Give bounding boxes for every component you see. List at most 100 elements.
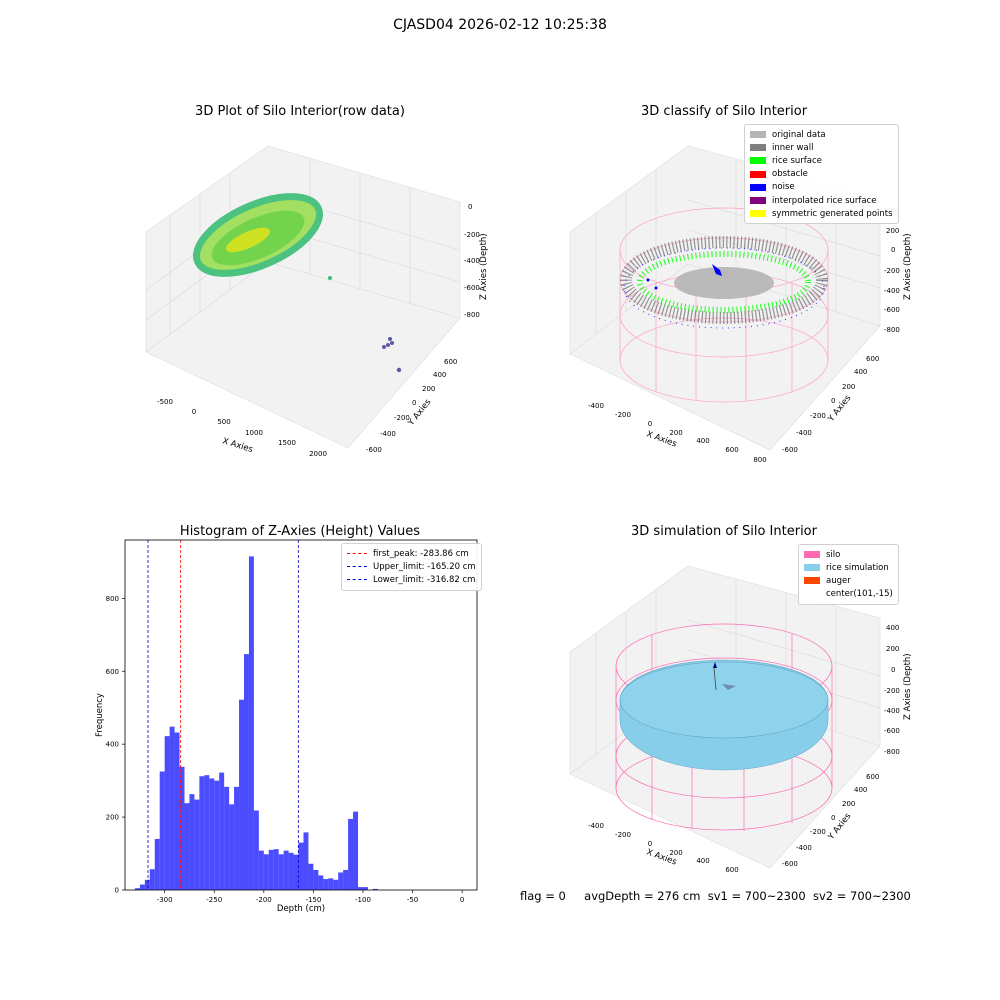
histogram-bar: [298, 842, 304, 890]
histogram-bar: [194, 799, 200, 890]
tick-label: 400: [854, 368, 867, 376]
tick-label: 200: [422, 385, 435, 393]
legend-entry: obstacle: [750, 168, 893, 181]
legend-label: Upper_limit: -165.20 cm: [373, 561, 476, 572]
legend-swatch: [804, 564, 820, 572]
histogram-bar: [258, 850, 264, 890]
tick-label: 600: [444, 358, 457, 366]
tick-label: 0: [412, 399, 416, 407]
tick-label: -400: [884, 287, 900, 295]
tick-label: 0: [192, 408, 196, 416]
plot-frame: [124, 539, 478, 891]
tick-label: -400: [380, 430, 396, 438]
tick-label: -200: [884, 687, 900, 695]
z-axis-label: Z Axies (Depth): [903, 653, 913, 720]
histogram-bar: [139, 884, 145, 890]
y-tick-labels: -600 -400 -200 0 200 400 600: [782, 355, 879, 454]
histogram-bar: [358, 887, 363, 890]
legend-entry: Lower_limit: -316.82 cm: [347, 573, 476, 586]
tick-label: -400: [884, 707, 900, 715]
figure-title: CJASD04 2026-02-12 10:25:38: [393, 17, 607, 33]
tick-label: -400: [796, 844, 812, 852]
z-axis-label: Z Axies (Depth): [903, 233, 913, 300]
x-tick-labels: -400 -200 0 200 400 600: [588, 822, 739, 874]
classify-legend: original data inner wall rice surface obsta…: [744, 124, 899, 225]
histogram-bar: [134, 888, 140, 890]
avg-depth-text: avgDepth = 276 cm: [584, 889, 701, 903]
tick-label: 400: [854, 786, 867, 794]
histogram-bar: [253, 810, 259, 890]
panel3-title: 3D simulation of Silo Interior: [631, 524, 817, 539]
histogram-bar: [293, 854, 299, 890]
tick-label: 600: [866, 773, 879, 781]
y-axis-label: Y Axies: [406, 397, 434, 429]
tick-label: 200: [669, 849, 682, 857]
legend-entry: interpolated rice surface: [750, 194, 893, 207]
legend-label: noise: [772, 182, 795, 193]
legend-swatch: [750, 170, 766, 178]
tick-label: -800: [884, 326, 900, 334]
histogram-bar: [323, 879, 329, 890]
tick-label: 400: [886, 624, 899, 632]
point-cloud: [192, 193, 402, 373]
histogram-title: Histogram of Z-Axies (Height) Values: [179, 524, 421, 539]
histogram-bar: [219, 772, 225, 890]
histogram-bar: [303, 832, 309, 890]
histogram-bar: [174, 732, 180, 890]
legend-entry: auger: [804, 574, 893, 587]
legend-label: Lower_limit: -316.82 cm: [373, 574, 476, 585]
tick-label: -400: [588, 822, 604, 830]
tick-label: 0: [891, 246, 895, 254]
auger: [713, 662, 736, 691]
x-axis-label: X Axies: [221, 436, 254, 455]
tick-label: -600: [884, 727, 900, 735]
axis-panes: [145, 145, 461, 449]
sv2-text: sv2 = 700~2300: [812, 889, 911, 903]
tick-label: -800: [464, 311, 480, 319]
legend-entry: noise: [750, 181, 893, 194]
flag-text: flag = 0: [520, 889, 566, 903]
x-tick-label: -150: [305, 896, 321, 904]
tick-label: -600: [366, 446, 382, 454]
legend-label: inner wall: [772, 142, 814, 153]
tick-label: -600: [782, 860, 798, 868]
legend-swatch: [750, 144, 766, 152]
histogram-bar: [199, 776, 205, 890]
legend-entry: first_peak: -283.86 cm: [347, 547, 476, 560]
tick-label: -200: [394, 414, 410, 422]
histogram-bar: [278, 854, 284, 890]
tick-label: 0: [468, 203, 472, 211]
histogram-bar: [169, 726, 175, 890]
histogram-bar: [313, 869, 319, 890]
histogram-bar: [348, 818, 354, 890]
tick-label: 1000: [245, 429, 263, 437]
histogram-chart: -300 -250 -200 -150 -100 -50 0 0 200 400 600 800 D…: [95, 539, 478, 914]
legend-label: first_peak: -283.86 cm: [373, 548, 469, 559]
legend-swatch: [347, 553, 367, 555]
histogram-bar: [164, 736, 170, 890]
x-tick-labels: -400 -200 0 200 400 600 800: [588, 402, 767, 464]
y-tick-label: 400: [106, 741, 119, 749]
legend-label: rice simulation: [826, 562, 889, 573]
histogram-bar: [229, 804, 235, 890]
z-tick-labels: 400 200 0 -200 -400 -600 -800: [884, 207, 900, 334]
tick-label: -200: [810, 412, 826, 420]
histogram-bar: [328, 878, 334, 890]
histogram-bar: [239, 699, 244, 890]
y-tick-label: 600: [106, 668, 119, 676]
tick-label: 600: [725, 866, 738, 874]
tick-label: 400: [696, 857, 709, 865]
tick-label: 800: [753, 456, 766, 464]
histogram-bar: [189, 794, 195, 890]
histogram-bar: [283, 850, 289, 890]
tick-label: 400: [696, 437, 709, 445]
y-tick-label: 200: [106, 814, 119, 822]
legend-swatch: [750, 183, 766, 191]
z-tick-labels: 0 -200 -400 -600 -800: [464, 203, 480, 319]
tick-label: -200: [884, 267, 900, 275]
legend-label: symmetric generated points: [772, 208, 893, 219]
histogram-legend: first_peak: -283.86 cm Upper_limit: -165.…: [341, 543, 482, 591]
histogram-bar: [144, 879, 150, 890]
histogram-bar: [224, 786, 230, 890]
tick-label: 0: [648, 420, 652, 428]
